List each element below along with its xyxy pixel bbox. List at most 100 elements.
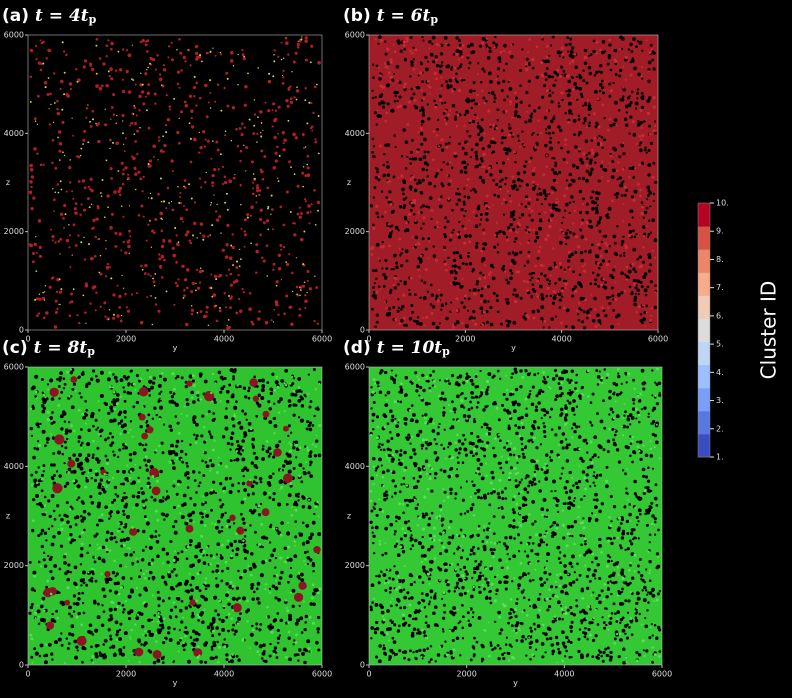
particle (314, 388, 317, 391)
particle (150, 495, 154, 499)
particle (229, 459, 233, 463)
time-equation: t = 8t (34, 338, 88, 358)
particle (428, 196, 433, 200)
particle (440, 182, 444, 186)
particle (390, 267, 394, 271)
particle (472, 210, 475, 213)
particle (587, 104, 592, 108)
particle (82, 208, 87, 212)
particle (190, 595, 194, 598)
particle (53, 640, 59, 645)
particle (446, 174, 449, 177)
particle (295, 456, 298, 459)
particle (413, 188, 418, 193)
particle (252, 395, 260, 402)
particle (35, 57, 38, 61)
particle (611, 160, 615, 164)
particle (607, 56, 611, 60)
particle (69, 368, 73, 371)
particle (112, 450, 115, 453)
particle (484, 211, 489, 216)
particle (215, 577, 218, 580)
particle (559, 266, 563, 269)
particle (91, 109, 95, 113)
particle (127, 547, 130, 550)
particle (65, 637, 69, 640)
particle (605, 262, 610, 267)
particle (103, 401, 107, 405)
particle (392, 284, 396, 287)
particle (59, 212, 64, 217)
particle (102, 643, 105, 646)
particle (472, 310, 476, 314)
particle (118, 651, 123, 656)
particle (639, 312, 643, 316)
particle (186, 519, 189, 523)
particle (460, 78, 464, 82)
particle (187, 183, 191, 186)
particle (134, 623, 137, 626)
particle (240, 258, 242, 260)
particle (289, 382, 292, 385)
particle (121, 576, 126, 580)
particle (459, 63, 463, 66)
particle (174, 452, 179, 457)
particle (273, 646, 278, 650)
particle (256, 184, 259, 187)
particle (84, 422, 87, 425)
particle (293, 173, 296, 175)
particle (122, 287, 125, 289)
particle (160, 390, 163, 393)
particle (166, 186, 170, 190)
particle (185, 471, 190, 475)
particle (297, 416, 301, 419)
particle (578, 75, 583, 80)
particle (158, 73, 162, 76)
particle (189, 543, 192, 547)
particle (172, 253, 177, 258)
particle (469, 315, 474, 320)
particle (261, 447, 265, 451)
particle (188, 572, 191, 575)
particle (474, 245, 479, 249)
particle (378, 114, 383, 118)
particle (151, 475, 155, 478)
particle (218, 273, 223, 278)
particle (652, 161, 656, 165)
particle (165, 513, 169, 517)
particle (410, 96, 414, 101)
particle (249, 214, 252, 217)
particle (427, 117, 431, 121)
particle (389, 180, 392, 183)
particle (191, 125, 195, 129)
particle (232, 603, 242, 613)
particle (401, 248, 404, 251)
time-subscript: p (430, 13, 438, 26)
particle (453, 264, 457, 268)
particle (648, 96, 652, 100)
particle (613, 265, 616, 268)
particle (286, 521, 290, 524)
particle (284, 600, 288, 605)
particle (220, 530, 224, 533)
particle (288, 471, 291, 474)
particle (640, 212, 644, 216)
particle (76, 484, 81, 489)
particle (35, 481, 39, 485)
particle (306, 173, 311, 177)
particle (544, 197, 547, 201)
particle (424, 247, 428, 251)
particle (304, 294, 307, 297)
particle (301, 36, 303, 38)
particle (297, 571, 301, 575)
particle (513, 240, 516, 243)
particle (449, 136, 452, 139)
particle (447, 182, 451, 186)
particle (85, 384, 89, 389)
particle (262, 221, 266, 225)
particle (531, 309, 536, 314)
particle (41, 391, 45, 395)
particle (313, 85, 317, 89)
particle (129, 370, 133, 373)
